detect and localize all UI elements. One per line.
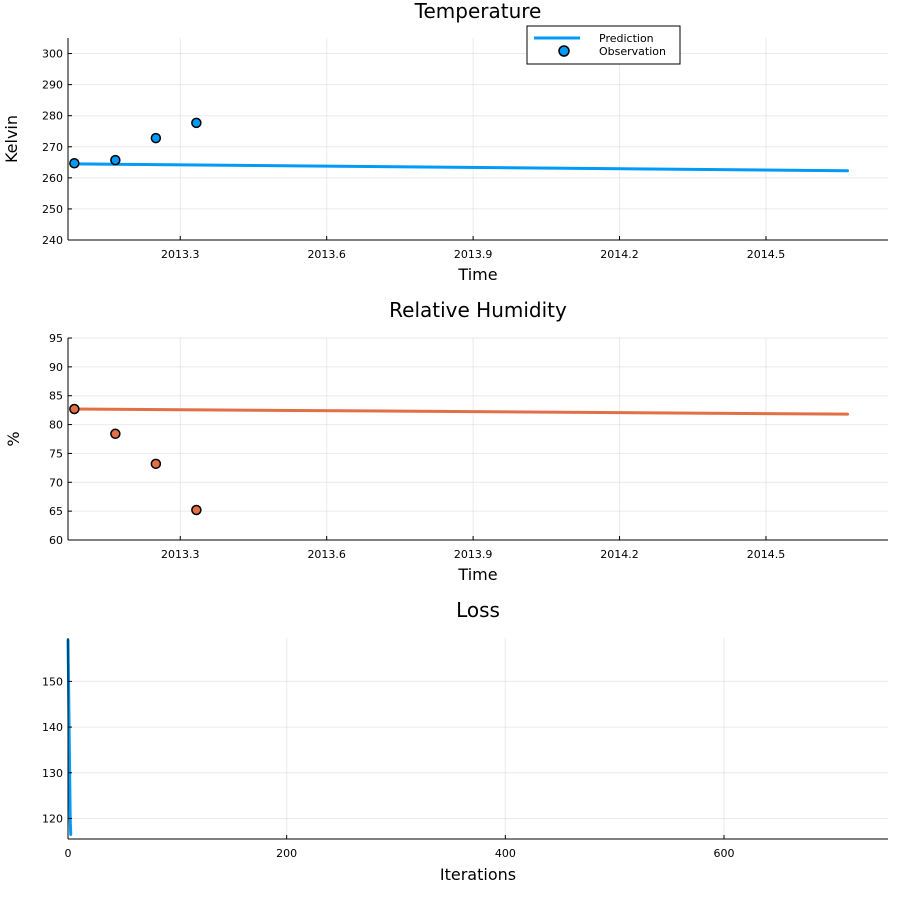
humidity-data-point bbox=[69, 403, 80, 415]
temperature-legend: Prediction Observation bbox=[526, 25, 681, 65]
humidity-series-line bbox=[72, 407, 849, 416]
loss-x-tick-label: 200 bbox=[276, 847, 297, 860]
temperature-x-tick-label: 2014.2 bbox=[600, 248, 639, 261]
humidity-x-tick-label: 2013.9 bbox=[454, 548, 493, 561]
legend-observation-label: Observation bbox=[599, 45, 666, 58]
temperature-data-point bbox=[150, 132, 162, 144]
loss-y-ticks: 120 130 140 150 bbox=[42, 675, 72, 825]
temperature-data-point bbox=[69, 157, 80, 169]
temperature-y-tick-label: 240 bbox=[42, 234, 63, 247]
temperature-y-label: Kelvin bbox=[2, 115, 21, 163]
temperature-panel: Temperature 2013.3 2013.6 2013.9 2014.2 2014… bbox=[2, 0, 888, 284]
humidity-x-tick-label: 2013.6 bbox=[307, 548, 346, 561]
temperature-y-tick-label: 260 bbox=[42, 172, 63, 185]
loss-x-tick-label: 0 bbox=[65, 847, 72, 860]
temperature-x-tick-label: 2014.5 bbox=[747, 248, 786, 261]
humidity-x-tick-label: 2014.5 bbox=[747, 548, 786, 561]
temperature-grid bbox=[68, 38, 888, 241]
loss-panel: Loss 0 200 400 600 120 130 140 150 Iterations bbox=[42, 598, 888, 884]
temperature-x-ticks: 2013.3 2013.6 2013.9 2014.2 2014.5 bbox=[161, 236, 785, 261]
humidity-title: Relative Humidity bbox=[389, 298, 567, 322]
loss-title: Loss bbox=[456, 598, 500, 622]
humidity-y-tick-label: 75 bbox=[49, 447, 63, 460]
loss-y-tick-label: 150 bbox=[42, 675, 63, 688]
legend-box bbox=[526, 25, 681, 65]
humidity-y-ticks: 60 65 70 75 80 85 90 95 bbox=[49, 332, 72, 547]
temperature-data-point bbox=[110, 154, 121, 166]
humidity-data-point bbox=[110, 428, 121, 440]
temperature-y-tick-label: 270 bbox=[42, 141, 63, 154]
temperature-y-ticks: 240 250 260 270 280 290 300 bbox=[42, 48, 72, 247]
humidity-y-tick-label: 65 bbox=[49, 505, 63, 518]
loss-x-tick-label: 600 bbox=[714, 847, 735, 860]
loss-x-label: Iterations bbox=[440, 865, 516, 884]
loss-x-ticks: 0 200 400 600 bbox=[65, 835, 735, 860]
legend-prediction-label: Prediction bbox=[599, 32, 654, 45]
humidity-series bbox=[69, 403, 849, 516]
temperature-series-line bbox=[72, 162, 849, 173]
temperature-x-label: Time bbox=[457, 265, 497, 284]
temperature-series bbox=[69, 117, 849, 173]
humidity-y-tick-label: 70 bbox=[49, 476, 63, 489]
temperature-y-tick-label: 300 bbox=[42, 48, 63, 61]
temperature-title: Temperature bbox=[414, 0, 542, 23]
humidity-data-point bbox=[191, 504, 202, 516]
humidity-y-tick-label: 95 bbox=[49, 332, 63, 345]
humidity-y-tick-label: 90 bbox=[49, 361, 63, 374]
humidity-x-label: Time bbox=[457, 565, 497, 584]
temperature-y-tick-label: 290 bbox=[42, 79, 63, 92]
temperature-y-tick-label: 280 bbox=[42, 110, 63, 123]
humidity-x-tick-label: 2014.2 bbox=[600, 548, 639, 561]
humidity-y-tick-label: 85 bbox=[49, 390, 63, 403]
loss-y-tick-label: 140 bbox=[42, 721, 63, 734]
temperature-x-tick-label: 2013.9 bbox=[454, 248, 493, 261]
humidity-y-label: % bbox=[4, 431, 23, 446]
temperature-x-tick-label: 2013.6 bbox=[307, 248, 346, 261]
humidity-panel: Relative Humidity 2013.3 2013.6 2013.9 2014… bbox=[4, 298, 888, 584]
legend-observation-swatch bbox=[558, 45, 570, 57]
temperature-y-tick-label: 250 bbox=[42, 203, 63, 216]
humidity-data-point bbox=[150, 458, 162, 470]
humidity-y-tick-label: 60 bbox=[49, 534, 63, 547]
humidity-y-tick-label: 80 bbox=[49, 419, 63, 432]
loss-y-tick-label: 130 bbox=[42, 767, 63, 780]
humidity-x-ticks: 2013.3 2013.6 2013.9 2014.2 2014.5 bbox=[161, 536, 785, 561]
humidity-x-tick-label: 2013.3 bbox=[161, 548, 200, 561]
loss-x-tick-label: 400 bbox=[495, 847, 516, 860]
loss-y-tick-label: 120 bbox=[42, 812, 63, 825]
temperature-x-tick-label: 2013.3 bbox=[161, 248, 200, 261]
temperature-data-point bbox=[191, 117, 202, 129]
